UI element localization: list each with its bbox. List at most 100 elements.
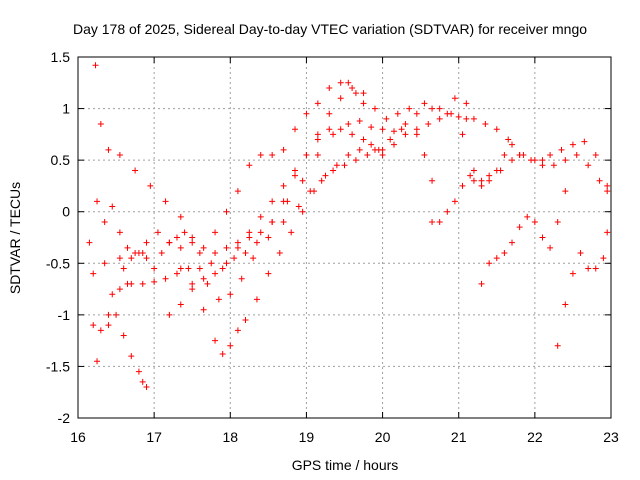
y-tick-label: -1 (58, 307, 71, 323)
data-point (604, 229, 611, 236)
data-point (299, 177, 306, 184)
data-point (143, 255, 150, 262)
data-point (326, 110, 333, 117)
data-point (379, 146, 386, 153)
data-point (451, 95, 458, 102)
series-track-4 (177, 110, 611, 358)
data-point (177, 244, 184, 251)
data-point (516, 224, 523, 231)
data-point (189, 239, 196, 246)
data-point (151, 265, 158, 272)
data-point (554, 342, 561, 349)
data-point (124, 244, 131, 251)
data-point (128, 255, 135, 262)
data-point (234, 327, 241, 334)
data-point (463, 100, 470, 107)
data-point (105, 311, 112, 318)
data-point (185, 265, 192, 272)
data-point (135, 368, 142, 375)
data-point (394, 110, 401, 117)
data-point (326, 84, 333, 91)
data-point (554, 219, 561, 226)
data-point (509, 141, 516, 148)
data-point (592, 265, 599, 272)
data-point (223, 260, 230, 267)
series-track-8 (90, 311, 150, 391)
data-point (436, 105, 443, 112)
data-point (421, 151, 428, 158)
y-tick-label: 1.5 (51, 49, 71, 65)
data-point (390, 141, 397, 148)
data-point (158, 249, 165, 256)
data-point (337, 126, 344, 133)
data-point (143, 384, 150, 391)
x-tick-label: 22 (527, 429, 543, 445)
data-point (132, 167, 139, 174)
data-point (314, 131, 321, 138)
data-point (231, 255, 238, 262)
axis-ticks: 16 17 18 19 20 21 22 23 1.5 1 0.5 0 -0.5 -1 -1.5 -2 (46, 49, 619, 445)
data-point (227, 342, 234, 349)
data-point (341, 162, 348, 169)
data-point (360, 90, 367, 97)
data-point (303, 151, 310, 158)
data-point (92, 62, 99, 69)
data-point (204, 280, 211, 287)
data-point (326, 126, 333, 133)
data-point (436, 219, 443, 226)
x-tick-label: 21 (451, 429, 467, 445)
series-track-10 (429, 151, 523, 226)
data-point (124, 280, 131, 287)
data-point (212, 270, 219, 277)
data-point (189, 280, 196, 287)
data-point (189, 286, 196, 293)
data-point (379, 151, 386, 158)
data-point (227, 291, 234, 298)
data-point (463, 115, 470, 122)
data-point (238, 275, 245, 282)
data-point (349, 131, 356, 138)
data-point (154, 229, 161, 236)
data-point (173, 270, 180, 277)
data-point (486, 172, 493, 179)
data-point (436, 115, 443, 122)
data-point (505, 136, 512, 143)
data-point (604, 182, 611, 189)
data-point (539, 234, 546, 241)
data-point (177, 213, 184, 220)
data-point (212, 337, 219, 344)
data-point (105, 322, 112, 329)
data-point (516, 151, 523, 158)
data-point (330, 131, 337, 138)
x-tick-label: 18 (222, 429, 238, 445)
data-point (459, 131, 466, 138)
data-point (448, 110, 455, 117)
data-point (592, 151, 599, 158)
data-point (429, 105, 436, 112)
data-point (246, 162, 253, 169)
data-point (421, 100, 428, 107)
data-point (573, 151, 580, 158)
data-point (280, 198, 287, 205)
y-tick-label: -2 (58, 410, 71, 426)
data-point (265, 270, 272, 277)
data-point (425, 121, 432, 128)
data-point (97, 327, 104, 334)
data-point (269, 198, 276, 205)
data-point (368, 124, 375, 131)
data-point (189, 234, 196, 241)
data-point (269, 219, 276, 226)
data-point (356, 117, 363, 124)
data-point (280, 182, 287, 189)
data-point (177, 265, 184, 272)
data-point (223, 244, 230, 251)
data-point (234, 188, 241, 195)
series-track-7 (86, 198, 188, 298)
data-point (581, 138, 588, 145)
data-point (364, 151, 371, 158)
data-point (322, 172, 329, 179)
data-point (562, 157, 569, 164)
data-point (250, 255, 257, 262)
data-point (311, 188, 318, 195)
data-point (196, 249, 203, 256)
